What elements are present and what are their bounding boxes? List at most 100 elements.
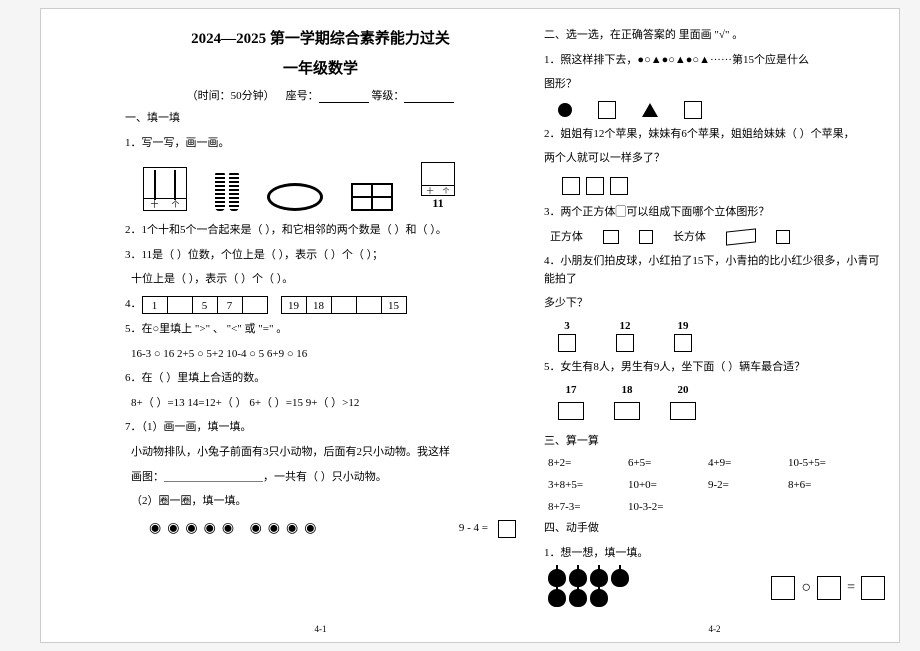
blank xyxy=(404,91,454,103)
q1: 1．写一写，画一画。 xyxy=(125,135,516,153)
right-column: 二、选一选，在正确答案的 里面画 "√" 。 1．照这样排下去，●○▲●○▲●○… xyxy=(530,9,899,642)
q4-row: 4． 1 5 7 19 18 15 xyxy=(125,296,516,314)
bus-num: 18 xyxy=(621,384,632,396)
q7c: （2）圈一圈，填一填。 xyxy=(131,493,516,511)
numcell xyxy=(356,296,382,314)
calc-item: 3+8+5= xyxy=(548,479,602,491)
q7d-row: ◉◉◉◉◉ ◉◉◉◉ 9 - 4 = xyxy=(131,518,516,540)
r-q2b: 两个人就可以一样多了？ xyxy=(544,150,885,168)
page-number-right: 4-2 xyxy=(544,624,885,634)
r-q4a: 4．小朋友们拍皮球，小红拍了15下，小青拍的比小红少很多，小青可能拍了 xyxy=(544,253,885,288)
r-q1-choices xyxy=(558,101,885,119)
meta-time: （时间：50分钟） xyxy=(187,90,275,102)
subtitle: 一年级数学 xyxy=(125,57,516,78)
numcell xyxy=(167,296,193,314)
apple-icon xyxy=(569,589,587,607)
cuboid-icon xyxy=(726,229,756,246)
q7: 7．（1）画一画，填一填。 xyxy=(125,419,516,437)
r-q5-choices: 17 18 20 xyxy=(558,384,885,420)
section-2-heading: 二、选一选，在正确答案的 里面画 "√" 。 xyxy=(544,27,885,45)
q1-number: 11 xyxy=(432,196,443,211)
apples-group xyxy=(548,569,629,607)
q6: 6．在（ ）里填上合适的数。 xyxy=(125,370,516,388)
bus-num: 17 xyxy=(565,384,576,396)
calc-item: 10-5+5= xyxy=(788,457,842,469)
cube-icon xyxy=(603,230,619,244)
abacus-11: 十个 11 xyxy=(421,162,455,211)
page-number-left: 4-1 xyxy=(125,624,516,634)
dots-icon: ◉◉◉◉◉ ◉◉◉◉ xyxy=(149,518,322,540)
tally-icon xyxy=(215,171,239,211)
answer-box xyxy=(861,576,885,600)
tenframe-group xyxy=(351,183,393,211)
section-3-heading: 三、算一算 xyxy=(544,433,885,451)
r-q3b-label: 长方体 xyxy=(673,229,706,247)
bus-20: 20 xyxy=(670,384,696,420)
calc-item: 10-3-2= xyxy=(628,501,682,513)
q6-items: 8+（ ）=13 14=12+（ ） 6+（ ）=15 9+（ ）>12 xyxy=(131,395,516,413)
q3b: 十位上是（ ），表示（ ）个（ ）。 xyxy=(131,271,516,289)
choice-box xyxy=(558,334,576,352)
numcell: 7 xyxy=(217,296,243,314)
numcell xyxy=(331,296,357,314)
meta-line: （时间：50分钟） 座号： 等级： xyxy=(125,87,516,103)
r-q5: 5．女生有8人，男生有9人，坐下面（ ）辆车最合适？ xyxy=(544,359,885,377)
q7d-eq: 9 - 4 = xyxy=(459,520,488,538)
r-q1b: 图形？ xyxy=(544,76,885,94)
calc-item: 4+9= xyxy=(708,457,762,469)
bus-icon xyxy=(670,402,696,420)
bus-num: 20 xyxy=(677,384,688,396)
calc-item: 6+5= xyxy=(628,457,682,469)
calc-item: 8+2= xyxy=(548,457,602,469)
meta-grade: 等级： xyxy=(371,90,404,102)
choice-19: 19 xyxy=(674,320,692,352)
choice-box xyxy=(639,230,653,244)
choice-box xyxy=(610,177,628,195)
numcell: 1 xyxy=(142,296,168,314)
q5-items: 16-3 ○ 16 2+5 ○ 5+2 10-4 ○ 5 6+9 ○ 16 xyxy=(131,346,516,364)
r-q2a: 2．姐姐有12个苹果，妹妹有6个苹果，姐姐给妹妹（ ）个苹果， xyxy=(544,126,885,144)
choice-3: 3 xyxy=(558,320,576,352)
calc-item: 10+0= xyxy=(628,479,682,491)
section-4-heading: 四、动手做 xyxy=(544,520,885,538)
r-q3: 3．两个正方体▢可以组成下面哪个立体图形？ xyxy=(544,204,885,222)
section-1-heading: 一、填一填 xyxy=(125,110,516,128)
numcell xyxy=(242,296,268,314)
numcell: 18 xyxy=(306,296,332,314)
circle-icon xyxy=(558,103,572,117)
oval-icon xyxy=(267,183,323,211)
q1-figures: 十个 十个 11 xyxy=(143,163,516,211)
equals-sign: = xyxy=(847,580,855,596)
q3a: 3．11是（ ）位数，个位上是（ ），表示（ ）个（ ）； xyxy=(125,247,516,265)
q4-label: 4． xyxy=(125,296,142,314)
bus-icon xyxy=(614,402,640,420)
choice-num: 3 xyxy=(564,320,570,332)
choice-box xyxy=(562,177,580,195)
r-q3a-label: 正方体 xyxy=(550,229,583,247)
choice-box xyxy=(776,230,790,244)
choice-box xyxy=(616,334,634,352)
choice-box xyxy=(684,101,702,119)
exam-paper: 2024—2025 第一学期综合素养能力过关 一年级数学 （时间：50分钟） 座… xyxy=(40,8,900,643)
calc-item: 8+6= xyxy=(788,479,842,491)
r-q3-choices: 正方体 长方体 xyxy=(550,229,885,247)
q2: 2．1个十和5个一合起来是（ ），和它相邻的两个数是（ ）和（ ）。 xyxy=(125,222,516,240)
choice-num: 19 xyxy=(677,320,688,332)
q7b: 画图：__________________，一共有（ ）只小动物。 xyxy=(131,469,516,487)
answer-box xyxy=(817,576,841,600)
q5: 5．在○里填上 ">" 、 "<" 或 "=" 。 xyxy=(125,321,516,339)
r-q2-choices xyxy=(562,177,885,195)
choice-box xyxy=(598,101,616,119)
triangle-icon xyxy=(642,103,658,117)
apple-icon xyxy=(611,569,629,587)
left-column: 2024—2025 第一学期综合素养能力过关 一年级数学 （时间：50分钟） 座… xyxy=(111,9,530,642)
bus-18: 18 xyxy=(614,384,640,420)
calc-item: 9-2= xyxy=(708,479,762,491)
numcell: 15 xyxy=(381,296,407,314)
equation-boxes: ○ = xyxy=(771,576,885,600)
tenframe-icon xyxy=(351,183,393,211)
r-q1a: 1．照这样排下去，●○▲●○▲●○▲······第15个应是什么 xyxy=(544,52,885,70)
bus-icon xyxy=(558,402,584,420)
calc-item: 8+7-3= xyxy=(548,501,602,513)
bus-17: 17 xyxy=(558,384,584,420)
